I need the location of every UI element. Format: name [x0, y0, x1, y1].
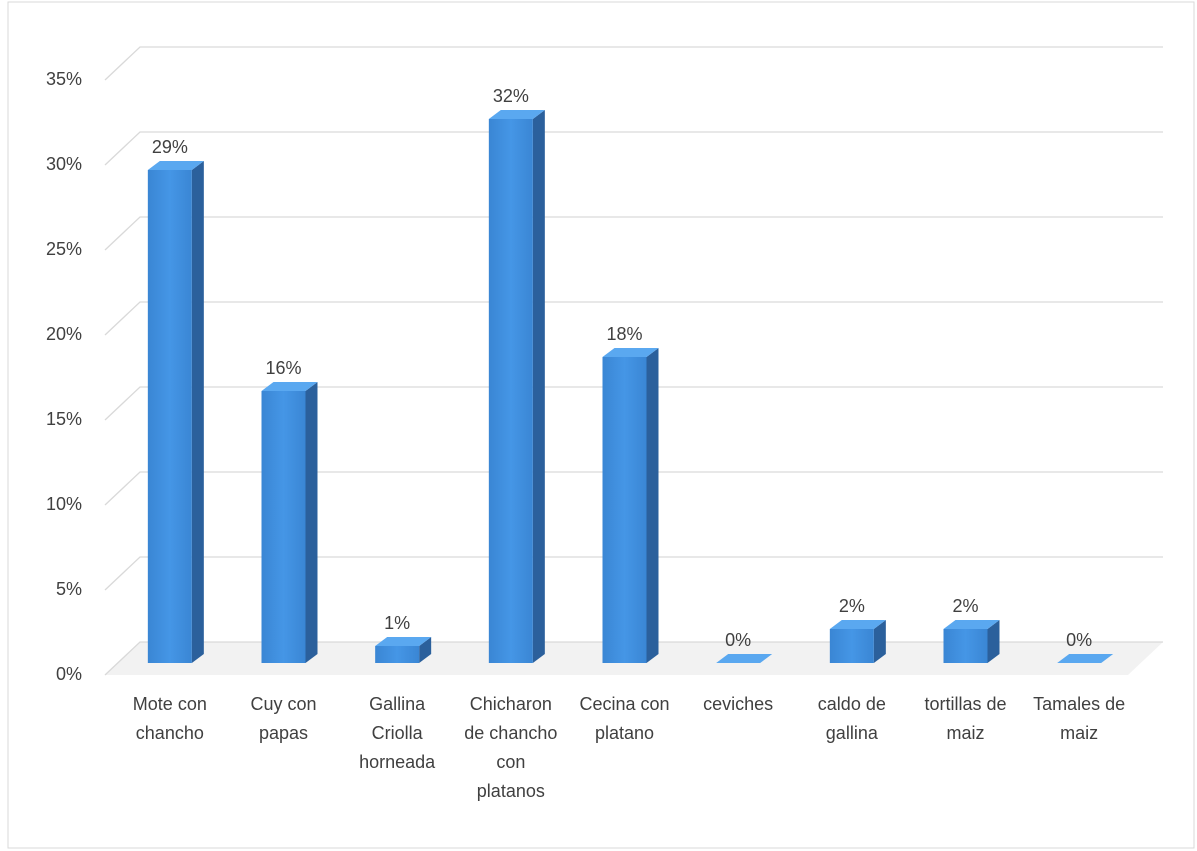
- bar: [1057, 654, 1114, 663]
- x-tick-label: Cecina con platano: [579, 694, 670, 743]
- y-tick-label: 10%: [46, 494, 82, 514]
- bar: [147, 161, 204, 663]
- grid-line: [104, 131, 1163, 166]
- grid-line: [104, 556, 1163, 591]
- bar: [829, 620, 886, 663]
- x-tick-label: ceviches: [703, 694, 774, 714]
- bar: [943, 620, 1000, 663]
- chart-border: [7, 1, 1195, 849]
- bar: [261, 382, 318, 663]
- x-tick-label: Chicharon de chancho con platanos: [464, 694, 558, 801]
- x-tick-label: Mote con chancho: [132, 694, 207, 743]
- y-tick-label: 30%: [46, 154, 82, 174]
- data-label: 0%: [725, 630, 751, 650]
- y-tick-label: 0%: [56, 664, 82, 684]
- data-label: 2%: [952, 596, 978, 616]
- x-tick-label: tortillas de maiz: [924, 694, 1007, 743]
- bar: [602, 348, 659, 663]
- y-tick-label: 15%: [46, 409, 82, 429]
- x-tick-label: Gallina Criolla horneada: [359, 694, 436, 772]
- bar: [488, 110, 545, 663]
- grid-line: [104, 301, 1163, 336]
- y-tick-label: 25%: [46, 239, 82, 259]
- x-tick-label: Cuy con papas: [250, 694, 317, 743]
- grid-line: [104, 216, 1163, 251]
- data-label: 0%: [1066, 630, 1092, 650]
- data-label: 1%: [384, 613, 410, 633]
- data-label: 29%: [152, 137, 188, 157]
- y-tick-label: 20%: [46, 324, 82, 344]
- grid-line: [104, 471, 1163, 506]
- x-tick-label: caldo de gallina: [817, 694, 886, 743]
- data-label: 32%: [493, 86, 529, 106]
- y-tick-label: 35%: [46, 69, 82, 89]
- x-tick-label: Tamales de maiz: [1033, 694, 1126, 743]
- bar: [375, 637, 432, 663]
- grid-line: [104, 386, 1163, 421]
- y-tick-label: 5%: [56, 579, 82, 599]
- data-label: 2%: [839, 596, 865, 616]
- data-label: 18%: [606, 324, 642, 344]
- grid-line: [104, 641, 1163, 676]
- grid-line: [104, 46, 1163, 81]
- data-label: 16%: [265, 358, 301, 378]
- bar: [716, 654, 773, 663]
